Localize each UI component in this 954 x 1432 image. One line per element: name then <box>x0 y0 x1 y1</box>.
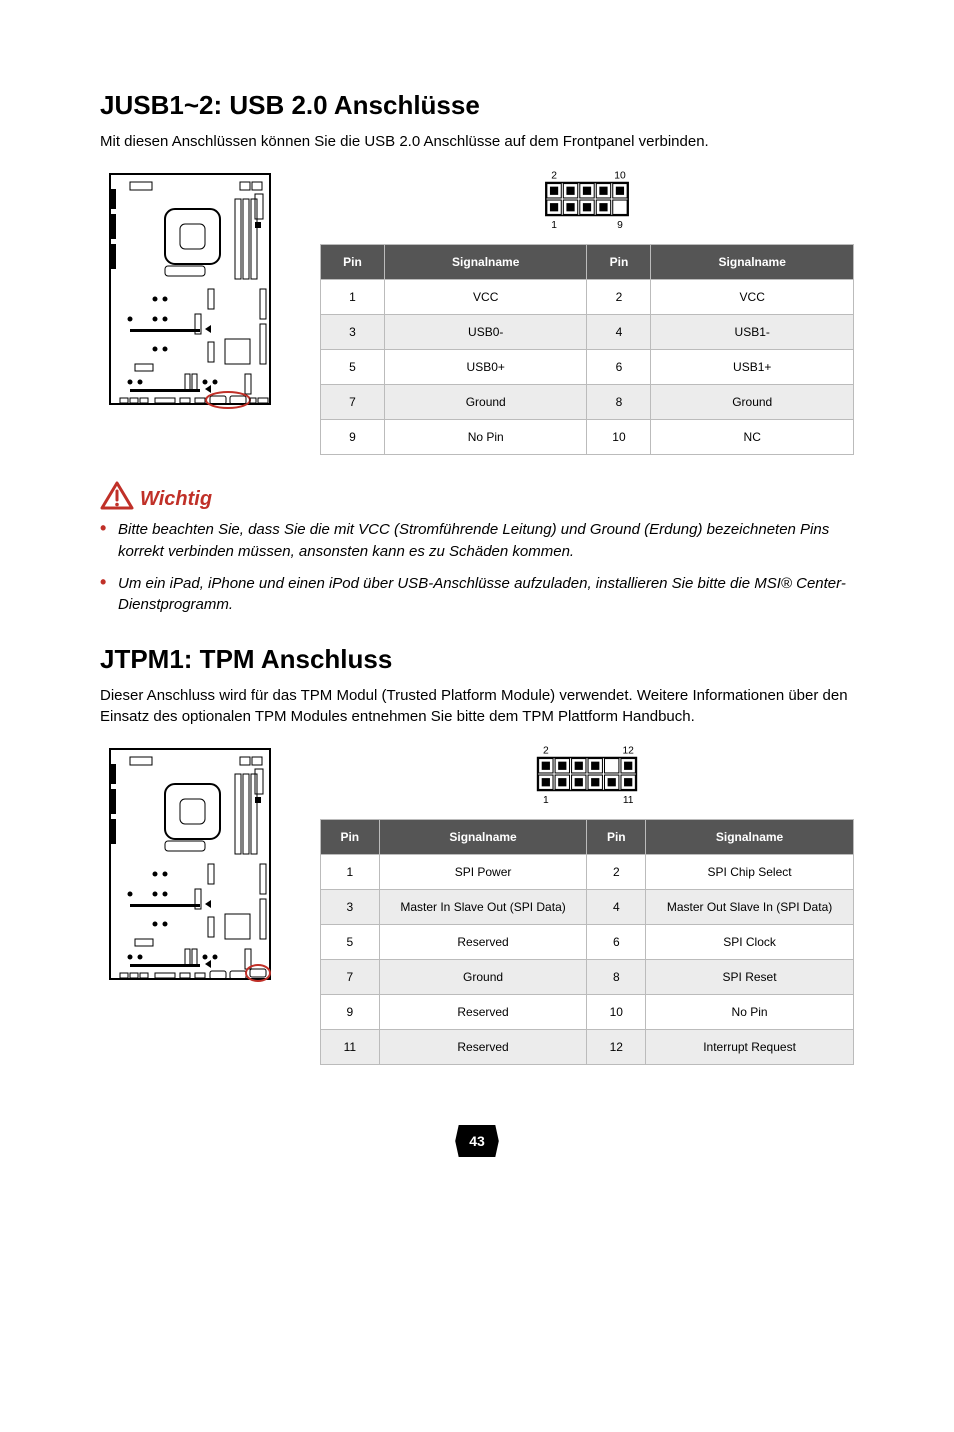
table-cell: 3 <box>321 315 385 350</box>
table-cell: USB1+ <box>651 350 854 385</box>
svg-text:1: 1 <box>543 795 549 806</box>
table-cell: Ground <box>651 385 854 420</box>
table-header: Signalname <box>646 820 854 855</box>
table-cell: Ground <box>384 385 587 420</box>
table-cell: VCC <box>651 280 854 315</box>
table-cell: 10 <box>587 995 646 1030</box>
table-cell: SPI Power <box>379 855 587 890</box>
table-cell: 1 <box>321 280 385 315</box>
section2-right: 212111 PinSignalnamePinSignalname 1SPI P… <box>320 739 854 1065</box>
section1-right: 21019 PinSignalnamePinSignalname 1VCC2VC… <box>320 164 854 455</box>
table-cell: SPI Chip Select <box>646 855 854 890</box>
section2-title: JTPM1: TPM Anschluss <box>100 644 854 675</box>
table-cell: 6 <box>587 925 646 960</box>
table-cell: VCC <box>384 280 587 315</box>
mobo-diagram-2 <box>100 739 280 994</box>
table-cell: 8 <box>587 385 651 420</box>
section2-row: 212111 PinSignalnamePinSignalname 1SPI P… <box>100 739 854 1065</box>
table-row: 9No Pin10NC <box>321 420 854 455</box>
note-item: Um ein iPad, iPhone und einen iPod über … <box>100 573 854 617</box>
table-cell: 5 <box>321 925 380 960</box>
table-row: 1SPI Power2SPI Chip Select <box>321 855 854 890</box>
table-cell: 2 <box>587 855 646 890</box>
table-cell: Master In Slave Out (SPI Data) <box>379 890 587 925</box>
section2-pin-diagram: 212111 <box>320 739 854 809</box>
motherboard-icon <box>100 164 280 414</box>
table-cell: USB1- <box>651 315 854 350</box>
table-cell: Ground <box>379 960 587 995</box>
table-cell: No Pin <box>646 995 854 1030</box>
table-cell: NC <box>651 420 854 455</box>
table-header: Signalname <box>384 245 587 280</box>
svg-text:2: 2 <box>551 170 557 181</box>
motherboard-icon <box>100 739 280 989</box>
svg-text:11: 11 <box>623 795 634 806</box>
table-row: 9Reserved10No Pin <box>321 995 854 1030</box>
table-header: Signalname <box>379 820 587 855</box>
section2-table: PinSignalnamePinSignalname 1SPI Power2SP… <box>320 819 854 1065</box>
svg-text:10: 10 <box>614 170 626 181</box>
table-cell: 5 <box>321 350 385 385</box>
warning-icon <box>100 481 134 511</box>
table-header: Pin <box>587 820 646 855</box>
svg-text:9: 9 <box>617 220 623 231</box>
section1-intro: Mit diesen Anschlüssen können Sie die US… <box>100 131 854 152</box>
svg-text:2: 2 <box>543 745 549 756</box>
table-cell: 8 <box>587 960 646 995</box>
table-cell: USB0+ <box>384 350 587 385</box>
table-cell: 10 <box>587 420 651 455</box>
section1-row: 21019 PinSignalnamePinSignalname 1VCC2VC… <box>100 164 854 455</box>
pin-header-icon: 2 10 1 9 <box>517 164 657 234</box>
table-row: 1VCC2VCC <box>321 280 854 315</box>
table-cell: 2 <box>587 280 651 315</box>
table-cell: SPI Reset <box>646 960 854 995</box>
table-cell: Master Out Slave In (SPI Data) <box>646 890 854 925</box>
table-cell: 4 <box>587 890 646 925</box>
table-cell: Interrupt Request <box>646 1030 854 1065</box>
table-row: 7Ground8Ground <box>321 385 854 420</box>
table-cell: Reserved <box>379 995 587 1030</box>
table-header: Pin <box>321 820 380 855</box>
table-cell: 7 <box>321 385 385 420</box>
table-row: 3USB0-4USB1- <box>321 315 854 350</box>
page-number: 43 <box>455 1125 499 1157</box>
table-row: 11Reserved12Interrupt Request <box>321 1030 854 1065</box>
table-header: Signalname <box>651 245 854 280</box>
table-row: 5Reserved6SPI Clock <box>321 925 854 960</box>
pin-header-icon: 212111 <box>507 739 667 809</box>
table-cell: 9 <box>321 995 380 1030</box>
wichtig-notes: Bitte beachten Sie, dass Sie die mit VCC… <box>100 519 854 616</box>
table-cell: 12 <box>587 1030 646 1065</box>
table-row: 7Ground8SPI Reset <box>321 960 854 995</box>
section2-intro: Dieser Anschluss wird für das TPM Modul … <box>100 685 854 727</box>
table-cell: 4 <box>587 315 651 350</box>
table-cell: No Pin <box>384 420 587 455</box>
svg-text:1: 1 <box>551 220 557 231</box>
table-row: 5USB0+6USB1+ <box>321 350 854 385</box>
wichtig-label: Wichtig <box>140 488 212 511</box>
mobo-diagram-1 <box>100 164 280 419</box>
table-cell: 1 <box>321 855 380 890</box>
table-cell: 3 <box>321 890 380 925</box>
table-cell: 11 <box>321 1030 380 1065</box>
wichtig-heading: Wichtig <box>100 481 854 511</box>
table-header: Pin <box>587 245 651 280</box>
table-cell: 6 <box>587 350 651 385</box>
table-cell: Reserved <box>379 1030 587 1065</box>
table-cell: 7 <box>321 960 380 995</box>
section1-table: PinSignalnamePinSignalname 1VCC2VCC3USB0… <box>320 244 854 455</box>
table-cell: USB0- <box>384 315 587 350</box>
table-header: Pin <box>321 245 385 280</box>
section1-title: JUSB1~2: USB 2.0 Anschlüsse <box>100 90 854 121</box>
svg-text:12: 12 <box>622 745 634 756</box>
table-cell: 9 <box>321 420 385 455</box>
table-cell: SPI Clock <box>646 925 854 960</box>
table-row: 3Master In Slave Out (SPI Data)4Master O… <box>321 890 854 925</box>
table-cell: Reserved <box>379 925 587 960</box>
note-item: Bitte beachten Sie, dass Sie die mit VCC… <box>100 519 854 563</box>
section1-pin-diagram: 2 10 1 9 <box>320 164 854 234</box>
page-number-badge: 43 <box>100 1125 854 1157</box>
